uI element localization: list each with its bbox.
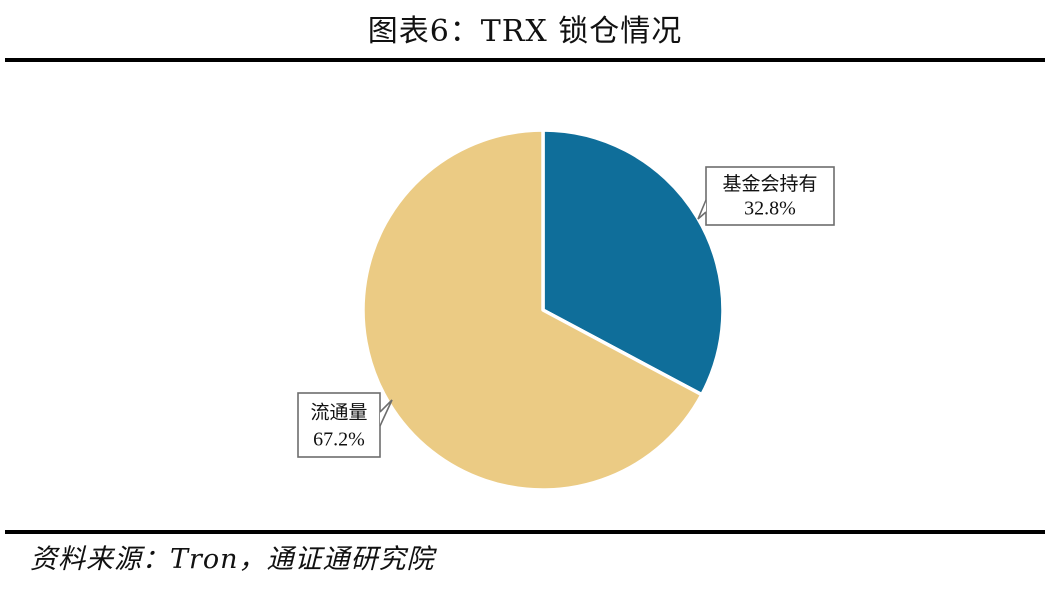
figure-title: 图表6：TRX 锁仓情况 bbox=[367, 14, 683, 49]
top-rule bbox=[5, 58, 1045, 62]
bottom-rule bbox=[5, 530, 1045, 534]
callout-pointer bbox=[697, 199, 707, 220]
callout-box bbox=[297, 392, 381, 458]
pie-slice-1 bbox=[541, 128, 725, 397]
slice-category-label: 基金会持有 bbox=[722, 173, 817, 195]
callout-box bbox=[705, 166, 835, 226]
data-label-callout-2: 流通量 67.2% bbox=[297, 392, 393, 458]
slice-category-label: 流通量 bbox=[310, 402, 367, 424]
source-note: 资料来源：Tron，通证通研究院 bbox=[30, 544, 435, 575]
slice-value-label: 32.8% bbox=[744, 198, 796, 220]
callout-pointer bbox=[379, 399, 393, 427]
data-label-callout-1: 基金会持有 32.8% bbox=[697, 166, 835, 226]
slice-value-label: 67.2% bbox=[313, 428, 365, 450]
